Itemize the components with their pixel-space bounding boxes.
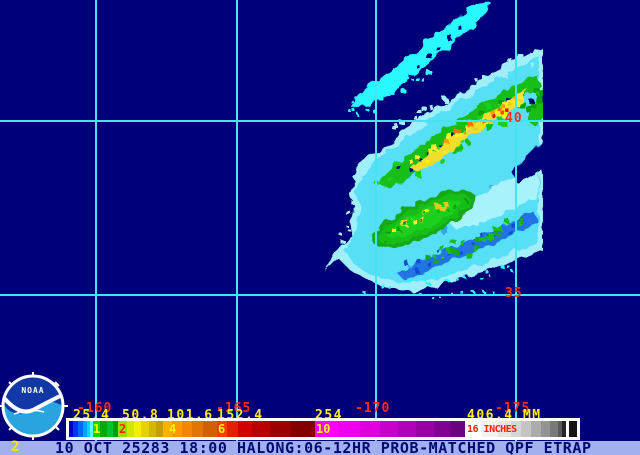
colorbar-tick-10: 10 <box>316 422 331 436</box>
noaa-logo: NOAA <box>0 372 68 440</box>
precip-rightedge-green-specks <box>525 89 543 119</box>
precip-ellipse-edge <box>383 199 467 243</box>
precip-streak2-specks <box>347 69 431 116</box>
noaa-logo-text: NOAA <box>21 386 44 395</box>
footer-bar: 2 10 OCT 25283 18:00 HALONG:06-12HR PROB… <box>0 439 640 455</box>
colorbar-tick-16-INCHES: 16 INCHES <box>467 424 517 435</box>
noaa-logo-sky <box>3 376 63 414</box>
footer-left-label: 2 <box>11 439 20 455</box>
precip-band-red <box>492 108 509 119</box>
precip-top-streak <box>350 2 491 108</box>
footer-product-title: 10 OCT 25283 18:00 HALONG:06-12HR PROB-M… <box>55 439 592 455</box>
grid-lines <box>0 0 640 441</box>
precip-lowband-green <box>425 219 526 264</box>
precip-top-streak-holes <box>408 25 461 79</box>
colorbar-tick-1: 1 <box>93 422 101 436</box>
colorbar-gradient: 1 2 4 6 10 16 INCHES <box>69 421 577 437</box>
noaa-logo-ring <box>1 374 65 438</box>
precip-colorbar: 1 2 4 6 10 16 INCHES <box>66 418 580 440</box>
colorbar-tick-6: 6 <box>218 422 226 436</box>
precip-leftedge-specks <box>334 201 359 259</box>
precip-lowband-blue <box>397 211 538 280</box>
precip-bottom-specks <box>361 264 514 293</box>
precip-right-gap-navy <box>513 141 543 183</box>
colorbar-tick-2: 2 <box>119 422 127 436</box>
colorbar-tick-4: 4 <box>169 422 177 436</box>
noaa-gull-wing-icon <box>13 409 45 415</box>
